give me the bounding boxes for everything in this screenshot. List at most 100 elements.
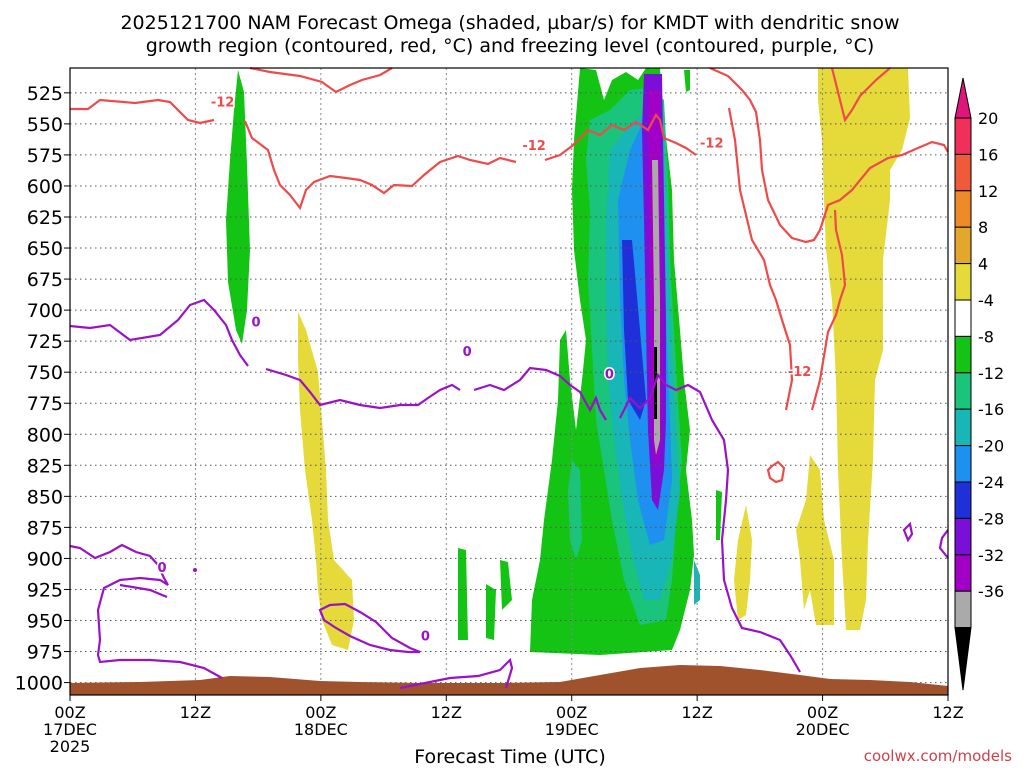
dgz-contour-line: [249, 66, 393, 94]
y-tick-label: 900: [27, 548, 63, 570]
y-tick-label: 950: [27, 611, 63, 633]
y-tick-label: 525: [27, 83, 63, 105]
dgz-contour-line: [830, 67, 891, 123]
omega-green-area: [226, 70, 250, 344]
freezing-level-contour-lines: [69, 298, 949, 690]
x-tick-label: 12Z: [180, 703, 211, 722]
freezing-level-line: [69, 298, 249, 367]
colorbar-label: -20: [978, 437, 1004, 456]
colorbar-label: 16: [978, 145, 998, 164]
freezing-level-line: [318, 602, 421, 654]
colorbar-top-arrow: [954, 77, 972, 119]
y-tick-label: 575: [27, 145, 63, 167]
contour-label: 0: [605, 367, 614, 382]
omega-yellow-area: [796, 455, 834, 625]
freezing-level-line: [265, 367, 461, 410]
colorbar-bin: [954, 481, 972, 519]
freezing-level-line: [69, 543, 223, 679]
y-tick-label: 725: [27, 331, 63, 353]
colorbar-bin: [954, 263, 972, 301]
contour-label: 0: [463, 345, 472, 360]
omega-blue-area: [622, 240, 646, 420]
dgz-contour-line: [766, 460, 786, 484]
colorbar-bin: [954, 554, 972, 592]
colorbar-bin: [954, 590, 972, 629]
x-tick-label: 12Z: [932, 703, 963, 722]
dgz-contour-line: [810, 209, 847, 411]
freezing-level-line: [902, 521, 914, 543]
y-tick-label: 800: [27, 424, 63, 446]
x-tick-label: 18DEC: [294, 720, 348, 739]
colorbar: 20 16 12 8 4 -4 -8 -12 -16 -20 -24 -28 -32 -36: [954, 77, 1004, 691]
omega-green-area: [486, 584, 496, 640]
colorbar-label: -28: [978, 509, 1004, 528]
y-tick-label: 675: [27, 269, 63, 291]
colorbar-label: -24: [978, 473, 1004, 492]
omega-green-area: [458, 548, 468, 640]
colorbar-label: -4: [978, 291, 994, 310]
chart-title-line2: growth region (contoured, red, °C) and f…: [146, 35, 875, 57]
plot-frame: [69, 67, 949, 696]
contour-labels: -12 -12 -12 -12 0 0 0 0 0: [156, 94, 813, 646]
colorbar-label: -8: [978, 327, 994, 346]
freezing-level-line: [938, 529, 949, 559]
x-tick-label: 12Z: [431, 703, 462, 722]
x-tick-label: 2025: [50, 737, 91, 756]
omega-teal-area: [694, 560, 700, 605]
x-tick-label: 19DEC: [545, 720, 599, 739]
colorbar-bin: [954, 408, 972, 447]
omega-shading: [226, 68, 910, 655]
colorbar-label: 12: [978, 182, 998, 201]
x-tick-label: 00Z: [305, 703, 336, 722]
freezing-level-line: [473, 366, 607, 421]
x-axis-label: Forecast Time (UTC): [414, 746, 605, 768]
dgz-contour-line: [70, 98, 215, 125]
colorbar-label: -32: [978, 546, 1004, 565]
colorbar-bin: [954, 190, 972, 228]
colorbar-label: -16: [978, 400, 1004, 419]
colorbar-bottom-arrow: [954, 627, 972, 691]
dgz-contour-line: [727, 107, 794, 411]
y-tick-label: 975: [27, 642, 63, 664]
y-tick-label: 700: [27, 300, 63, 322]
y-tick-label: 825: [27, 455, 63, 477]
contour-label: 0: [157, 561, 166, 576]
colorbar-bin: [954, 517, 972, 556]
colorbar-bin: [954, 117, 972, 155]
contour-label: -12: [700, 136, 724, 151]
colorbar-bin: [954, 372, 972, 410]
dgz-contour-line: [243, 120, 517, 211]
dgz-contour-line: [544, 113, 697, 162]
colorbar-bin: [954, 226, 972, 265]
x-tick-label: 17DEC: [43, 720, 97, 739]
x-tick-label: 20DEC: [796, 720, 850, 739]
x-tick-label: 00Z: [556, 703, 587, 722]
colorbar-bin: [954, 153, 972, 192]
y-tick-label: 550: [27, 114, 63, 136]
colorbar-bin: [954, 335, 972, 374]
dgz-contour-line: [709, 66, 949, 244]
colorbar-label: -12: [978, 364, 1004, 383]
chart-title-line1: 2025121700 NAM Forecast Omega (shaded, µ…: [120, 12, 899, 34]
colorbar-bin: [954, 445, 972, 483]
colorbar-bin: [954, 299, 972, 337]
x-tick-label: 00Z: [807, 703, 838, 722]
y-tick-label: 750: [27, 362, 63, 384]
contour-label: -12: [788, 365, 812, 380]
terrain-surface: [70, 665, 948, 695]
dgz-contour-lines: [70, 66, 949, 484]
y-tick-label: 875: [27, 517, 63, 539]
x-tick-label: 00Z: [54, 703, 85, 722]
contour-label: 0: [421, 629, 430, 644]
omega-green-area: [684, 70, 690, 92]
omega-yellow-area: [818, 68, 910, 630]
freezing-level-line: [119, 583, 168, 599]
omega-green-area: [500, 560, 512, 610]
colorbar-label: 8: [978, 218, 988, 237]
y-tick-label: 850: [27, 486, 63, 508]
y-tick-label: 925: [27, 579, 63, 601]
colorbar-label: 4: [978, 255, 988, 274]
